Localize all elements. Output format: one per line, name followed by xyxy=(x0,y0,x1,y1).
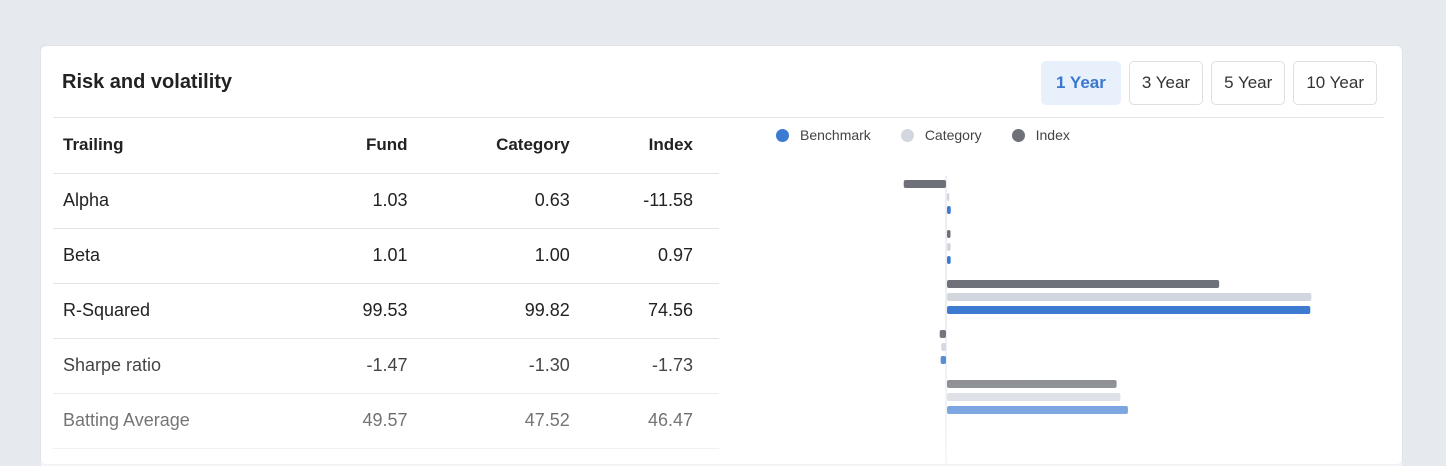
risk-volatility-card: Risk and volatility 1 Year 3 Year 5 Year… xyxy=(40,45,1403,466)
cell-value: 1.03 xyxy=(317,173,434,229)
col-category: Category xyxy=(433,118,596,174)
tab-3-year[interactable]: 3 Year xyxy=(1128,61,1204,105)
table-row: Alpha 1.03 0.63 -11.58 xyxy=(53,173,719,229)
bar-benchmark-batting-average xyxy=(947,406,1128,414)
cell-value: -1.30 xyxy=(433,338,596,394)
row-label: R-Squared xyxy=(53,283,318,339)
row-label: Sharpe ratio xyxy=(53,338,318,394)
cell-value: -1.47 xyxy=(317,338,434,394)
table-row: Beta 1.01 1.00 0.97 xyxy=(53,228,719,284)
bar-index-r-squared xyxy=(947,280,1220,288)
index-dot-icon xyxy=(1011,128,1025,142)
cell-value: 0.97 xyxy=(595,228,719,284)
cell-value: 1.00 xyxy=(433,228,596,284)
cell-value: 0.63 xyxy=(433,173,596,229)
legend-label: Index xyxy=(1035,127,1070,143)
bar-category-alpha xyxy=(947,193,950,201)
period-tabs: 1 Year 3 Year 5 Year 10 Year xyxy=(1041,61,1377,105)
cell-value: 99.82 xyxy=(433,283,596,339)
bar-index-beta xyxy=(947,230,951,238)
bar-index-batting-average xyxy=(947,380,1117,388)
cell-value: 99.53 xyxy=(317,283,434,339)
risk-bar-chart xyxy=(903,176,1312,466)
cell-value: 49.57 xyxy=(317,393,434,449)
table-row: Sharpe ratio -1.47 -1.30 -1.73 xyxy=(53,338,719,394)
col-fund: Fund xyxy=(317,118,434,174)
legend-benchmark: Benchmark xyxy=(776,127,871,143)
col-trailing: Trailing xyxy=(53,118,318,174)
bar-index-sharpe-ratio xyxy=(939,330,946,338)
table-header: Trailing Fund Category Index xyxy=(53,118,719,174)
bar-category-r-squared xyxy=(947,293,1312,301)
row-label: Beta xyxy=(53,228,318,284)
legend-index: Index xyxy=(1011,127,1070,143)
bar-benchmark-alpha xyxy=(947,206,951,214)
bar-category-batting-average xyxy=(947,393,1121,401)
cell-value: -1.73 xyxy=(595,338,719,394)
cell-value: 47.52 xyxy=(433,393,596,449)
bar-category-beta xyxy=(947,243,951,251)
col-index: Index xyxy=(595,118,719,174)
bar-category-sharpe-ratio xyxy=(941,343,946,351)
cell-value: 46.47 xyxy=(595,393,719,449)
bar-benchmark-beta xyxy=(947,256,951,264)
chart-legend: Benchmark Category Index xyxy=(776,127,1070,143)
bar-index-alpha xyxy=(903,180,946,188)
table-row: R-Squared 99.53 99.82 74.56 xyxy=(53,283,719,339)
row-label: Batting Average xyxy=(53,393,318,449)
legend-label: Category xyxy=(924,127,982,143)
cell-value: 74.56 xyxy=(595,283,719,339)
risk-table: Trailing Fund Category Index Alpha 1.03 0.… xyxy=(53,118,719,449)
cell-value: -11.58 xyxy=(595,173,719,229)
bar-benchmark-sharpe-ratio xyxy=(940,356,946,364)
row-label: Alpha xyxy=(53,173,318,229)
cell-value: 1.01 xyxy=(317,228,434,284)
legend-label: Benchmark xyxy=(800,127,871,143)
category-dot-icon xyxy=(900,128,914,142)
table-row: Batting Average 49.57 47.52 46.47 xyxy=(53,393,719,449)
benchmark-dot-icon xyxy=(776,128,789,142)
tab-5-year[interactable]: 5 Year xyxy=(1211,61,1286,105)
card-title: Risk and volatility xyxy=(62,71,233,93)
divider xyxy=(53,117,1384,118)
tab-10-year[interactable]: 10 Year xyxy=(1293,61,1377,105)
bar-benchmark-r-squared xyxy=(947,306,1311,314)
tab-1-year[interactable]: 1 Year xyxy=(1041,61,1121,105)
legend-category: Category xyxy=(900,127,982,143)
